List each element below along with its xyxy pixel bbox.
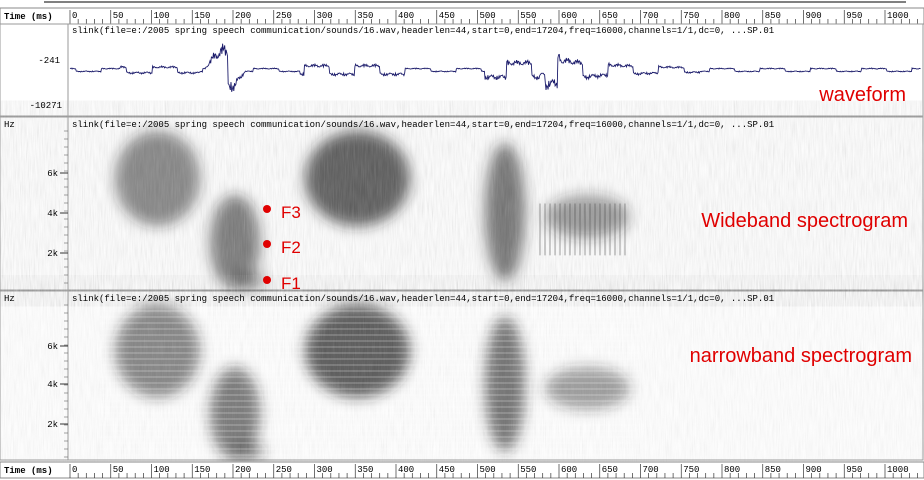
time-tick-label: 300 bbox=[317, 11, 333, 21]
time-tick-label: 750 bbox=[683, 11, 699, 21]
time-tick-label: 950 bbox=[846, 465, 862, 475]
time-axis-bg bbox=[0, 461, 924, 479]
y-label: -241 bbox=[38, 56, 60, 66]
time-tick-label: 450 bbox=[439, 11, 455, 21]
time-tick-label: 0 bbox=[72, 11, 77, 21]
spectrogram-texture bbox=[69, 118, 922, 289]
time-tick-label: 500 bbox=[480, 465, 496, 475]
time-tick-label: 900 bbox=[806, 465, 822, 475]
y-label: 6k bbox=[47, 342, 58, 352]
time-tick-label: 750 bbox=[683, 465, 699, 475]
time-tick-label: 0 bbox=[72, 465, 77, 475]
time-tick-label: 850 bbox=[765, 11, 781, 21]
formant-dot bbox=[263, 240, 271, 248]
waveform-trace bbox=[69, 43, 921, 92]
time-tick-label: 900 bbox=[806, 11, 822, 21]
y-label: 2k bbox=[47, 249, 58, 259]
time-tick-label: 400 bbox=[398, 465, 414, 475]
time-axis-bg bbox=[0, 7, 924, 25]
time-tick-label: 400 bbox=[398, 11, 414, 21]
time-tick-label: 250 bbox=[276, 465, 292, 475]
time-tick-label: 500 bbox=[480, 11, 496, 21]
time-tick-label: 450 bbox=[439, 465, 455, 475]
y-label: 4k bbox=[47, 209, 58, 219]
time-tick-label: 100 bbox=[154, 465, 170, 475]
time-tick-label: 550 bbox=[520, 11, 536, 21]
time-axis-label: Time (ms) bbox=[4, 466, 53, 476]
spectrogram-texture bbox=[69, 292, 922, 459]
time-tick-label: 650 bbox=[602, 465, 618, 475]
formant-label: F3 bbox=[281, 203, 301, 222]
time-tick-label: 800 bbox=[724, 11, 740, 21]
formant-label: F1 bbox=[281, 274, 301, 293]
formant-label: F2 bbox=[281, 238, 301, 257]
time-tick-label: 1000 bbox=[887, 465, 909, 475]
time-tick-label: 600 bbox=[561, 465, 577, 475]
time-tick-label: 600 bbox=[561, 11, 577, 21]
time-tick-label: 200 bbox=[235, 11, 251, 21]
time-tick-label: 150 bbox=[194, 11, 210, 21]
time-tick-label: 150 bbox=[194, 465, 210, 475]
time-tick-label: 350 bbox=[357, 11, 373, 21]
time-tick-label: 800 bbox=[724, 465, 740, 475]
y-label: 2k bbox=[47, 420, 58, 430]
time-tick-label: 550 bbox=[520, 465, 536, 475]
annotation: Wideband spectrogram bbox=[701, 210, 908, 232]
panel-header: slink(file=e:/2005 spring speech communi… bbox=[72, 294, 774, 304]
time-tick-label: 700 bbox=[643, 11, 659, 21]
time-tick-label: 250 bbox=[276, 11, 292, 21]
formant-dot bbox=[263, 205, 271, 213]
time-tick-label: 850 bbox=[765, 465, 781, 475]
unit-label: Hz bbox=[4, 120, 15, 130]
unit-label: Hz bbox=[4, 294, 15, 304]
panel-frame bbox=[0, 23, 924, 117]
time-tick-label: 300 bbox=[317, 465, 333, 475]
time-tick-label: 200 bbox=[235, 465, 251, 475]
panel-header: slink(file=e:/2005 spring speech communi… bbox=[72, 120, 774, 130]
time-tick-label: 50 bbox=[113, 465, 124, 475]
time-tick-label: 1000 bbox=[887, 11, 909, 21]
y-label: 6k bbox=[47, 169, 58, 179]
time-tick-label: 100 bbox=[154, 11, 170, 21]
y-label: -10271 bbox=[30, 101, 62, 111]
annotation: narrowband spectrogram bbox=[690, 345, 912, 367]
formant-dot bbox=[263, 276, 271, 284]
time-tick-label: 950 bbox=[846, 11, 862, 21]
time-tick-label: 650 bbox=[602, 11, 618, 21]
time-tick-label: 350 bbox=[357, 465, 373, 475]
annotation: waveform bbox=[818, 84, 906, 106]
time-tick-label: 700 bbox=[643, 465, 659, 475]
panel-header: slink(file=e:/2005 spring speech communi… bbox=[72, 26, 774, 36]
time-axis-label: Time (ms) bbox=[4, 12, 53, 22]
time-tick-label: 50 bbox=[113, 11, 124, 21]
y-label: 4k bbox=[47, 380, 58, 390]
